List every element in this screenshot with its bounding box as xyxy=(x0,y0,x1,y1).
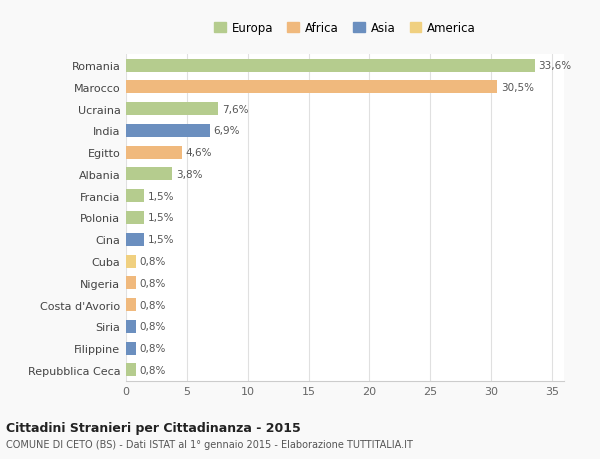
Text: 30,5%: 30,5% xyxy=(501,83,534,93)
Bar xyxy=(126,298,136,312)
Bar xyxy=(126,277,136,290)
Bar xyxy=(126,168,172,181)
Text: 4,6%: 4,6% xyxy=(185,148,212,158)
Text: 0,8%: 0,8% xyxy=(139,365,166,375)
Bar xyxy=(126,124,210,138)
Text: Cittadini Stranieri per Cittadinanza - 2015: Cittadini Stranieri per Cittadinanza - 2… xyxy=(6,421,301,435)
Bar xyxy=(126,212,144,224)
Bar xyxy=(126,103,218,116)
Bar xyxy=(126,342,136,355)
Text: 33,6%: 33,6% xyxy=(538,61,572,71)
Bar xyxy=(126,233,144,246)
Legend: Europa, Africa, Asia, America: Europa, Africa, Asia, America xyxy=(211,19,479,39)
Bar xyxy=(126,364,136,377)
Text: 0,8%: 0,8% xyxy=(139,257,166,267)
Bar xyxy=(126,146,182,159)
Text: 6,9%: 6,9% xyxy=(214,126,240,136)
Text: 7,6%: 7,6% xyxy=(222,104,248,114)
Text: 0,8%: 0,8% xyxy=(139,300,166,310)
Text: 1,5%: 1,5% xyxy=(148,191,175,202)
Text: 0,8%: 0,8% xyxy=(139,322,166,332)
Bar xyxy=(126,81,497,94)
Bar xyxy=(126,255,136,268)
Text: COMUNE DI CETO (BS) - Dati ISTAT al 1° gennaio 2015 - Elaborazione TUTTITALIA.IT: COMUNE DI CETO (BS) - Dati ISTAT al 1° g… xyxy=(6,440,413,449)
Text: 1,5%: 1,5% xyxy=(148,213,175,223)
Bar xyxy=(126,320,136,333)
Text: 1,5%: 1,5% xyxy=(148,235,175,245)
Text: 3,8%: 3,8% xyxy=(176,169,202,179)
Text: 0,8%: 0,8% xyxy=(139,278,166,288)
Bar xyxy=(126,59,535,73)
Bar xyxy=(126,190,144,203)
Text: 0,8%: 0,8% xyxy=(139,343,166,353)
